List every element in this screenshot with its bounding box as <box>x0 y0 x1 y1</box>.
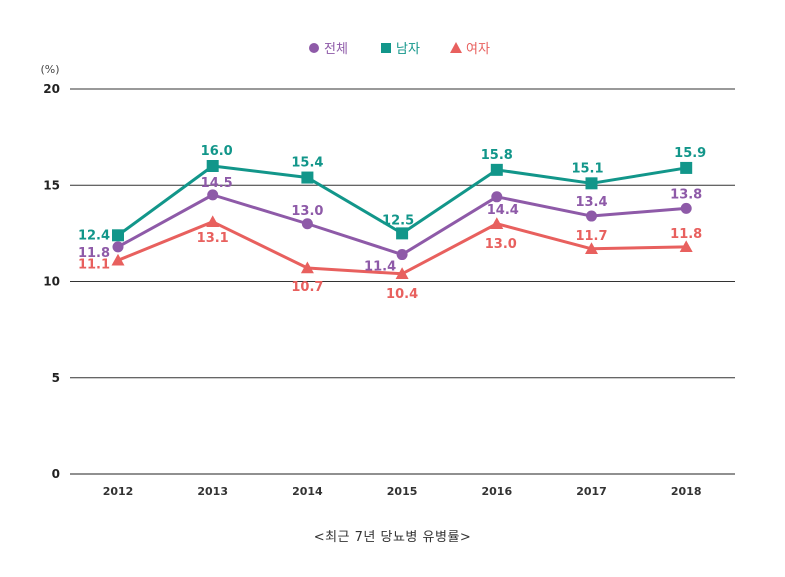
data-point <box>112 241 124 253</box>
data-point <box>395 267 409 279</box>
data-point <box>207 189 219 201</box>
legend-label: 여자 <box>466 42 490 57</box>
data-label: 12.4 <box>78 228 110 243</box>
y-tick-label: 10 <box>43 275 60 289</box>
data-label: 15.4 <box>291 156 323 171</box>
legend-triangle-icon <box>450 42 462 53</box>
data-label: 15.8 <box>481 148 513 163</box>
legend-square-icon <box>381 43 391 53</box>
data-label: 13.0 <box>485 237 517 252</box>
data-point <box>206 215 220 228</box>
data-label: 11.7 <box>575 229 607 244</box>
x-axis-ticks: 2012 2013 2014 2015 2016 2017 2018 <box>103 485 702 498</box>
data-label: 13.8 <box>670 187 702 202</box>
data-label: 11.8 <box>78 246 110 261</box>
data-point <box>111 253 125 266</box>
data-label: 15.9 <box>674 146 706 161</box>
data-label: 13.1 <box>197 231 229 246</box>
data-label: 11.8 <box>670 227 702 242</box>
data-point <box>396 227 409 240</box>
y-axis-ticks: 0 5 10 15 20 <box>43 82 60 481</box>
data-point <box>490 217 504 229</box>
data-label: 13.4 <box>575 195 607 210</box>
data-label: 15.1 <box>571 161 603 176</box>
data-label: 14.4 <box>487 203 519 218</box>
data-point <box>301 218 313 230</box>
gridlines <box>70 88 735 475</box>
data-label: 14.5 <box>201 176 233 191</box>
data-label: 11.1 <box>78 257 110 272</box>
data-point <box>585 242 598 254</box>
y-tick-label: 0 <box>52 467 60 481</box>
data-label: 13.0 <box>291 204 323 219</box>
x-tick-label: 2015 <box>387 485 418 498</box>
x-tick-label: 2017 <box>576 485 607 498</box>
y-tick-label: 20 <box>43 82 60 96</box>
data-label: 10.7 <box>291 280 323 295</box>
data-point <box>112 229 124 242</box>
x-tick-label: 2018 <box>671 485 702 498</box>
data-point <box>490 163 503 176</box>
legend-circle-icon <box>309 43 319 53</box>
data-labels: 11.8 14.5 13.0 11.4 14.4 13.4 13.8 12.4 16.0 15.4… <box>78 144 706 302</box>
x-tick-label: 2013 <box>197 485 228 498</box>
data-label: 11.4 <box>364 260 396 275</box>
legend-label: 남자 <box>396 42 420 57</box>
x-tick-label: 2016 <box>481 485 512 498</box>
y-tick-label: 15 <box>43 178 60 192</box>
data-point <box>396 249 408 261</box>
y-tick-label: 5 <box>52 371 60 385</box>
line-chart: 전체 남자 여자 (%) 0 5 10 15 20 2012 2013 2014 2015 2016… <box>40 42 735 498</box>
data-point <box>585 177 598 190</box>
x-tick-label: 2014 <box>292 485 323 498</box>
data-label: 12.5 <box>382 213 414 228</box>
legend-label: 전체 <box>324 42 348 57</box>
data-label: 16.0 <box>201 144 233 159</box>
x-tick-label: 2012 <box>103 485 134 498</box>
data-point <box>491 191 503 203</box>
series-markers <box>111 160 693 279</box>
data-point <box>586 210 597 222</box>
data-point <box>680 161 693 174</box>
data-point <box>206 160 219 172</box>
data-point <box>679 240 693 253</box>
data-point <box>300 261 314 274</box>
data-label: 10.4 <box>386 287 418 302</box>
data-point <box>301 171 314 184</box>
chart-caption: <최근 7년 당뇨병 유병률> <box>313 530 472 545</box>
legend: 전체 남자 여자 <box>309 42 490 57</box>
y-axis-unit-label: (%) <box>40 63 59 76</box>
data-point <box>680 202 692 214</box>
